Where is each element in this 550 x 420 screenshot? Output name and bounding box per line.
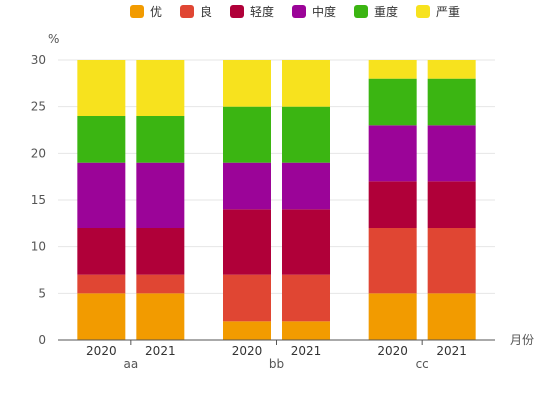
bar-segment[interactable]: [282, 162, 330, 210]
bar-segment[interactable]: [136, 274, 185, 294]
bar-segment[interactable]: [77, 116, 126, 163]
stacked-bar[interactable]: [282, 60, 330, 340]
bar-segment[interactable]: [136, 293, 185, 340]
bar-segment[interactable]: [368, 78, 417, 126]
bar-segment[interactable]: [136, 116, 185, 163]
bar-segment[interactable]: [427, 60, 476, 79]
x-tick-label: 2021: [145, 344, 176, 358]
stacked-bar[interactable]: [368, 60, 417, 340]
stacked-bar[interactable]: [77, 60, 126, 340]
bar-segment[interactable]: [136, 228, 185, 275]
bar-segment[interactable]: [427, 228, 476, 294]
bar-segment[interactable]: [136, 60, 185, 116]
y-tick-label: 20: [31, 146, 46, 160]
bar-segment[interactable]: [427, 125, 476, 182]
legend-label: 中度: [312, 4, 336, 19]
bar-segment[interactable]: [136, 162, 185, 228]
bar-segment[interactable]: [77, 162, 126, 228]
legend-swatch: [130, 5, 144, 18]
legend-item[interactable]: 重度: [354, 4, 398, 19]
x-group-label: aa: [123, 357, 138, 371]
bar-segment[interactable]: [282, 106, 330, 163]
bar-segment[interactable]: [368, 181, 417, 228]
legend-item[interactable]: 严重: [416, 5, 460, 19]
legend-label: 良: [200, 4, 212, 19]
bar-segment[interactable]: [223, 321, 271, 340]
y-axis-label: %: [48, 32, 59, 46]
bars: [77, 60, 476, 340]
y-tick-label: 15: [31, 193, 46, 207]
grid: 0 5 10 15 20 25 30: [31, 53, 495, 347]
stacked-bar[interactable]: [223, 60, 271, 340]
bar-segment[interactable]: [77, 293, 126, 340]
stacked-bar[interactable]: [136, 60, 185, 340]
bar-segment[interactable]: [77, 60, 126, 116]
legend-label: 重度: [374, 4, 398, 19]
legend-swatch: [292, 5, 306, 18]
bar-segment[interactable]: [368, 228, 417, 294]
legend: 优 良 轻度 中度 重度 严重: [130, 4, 460, 19]
bar-segment[interactable]: [223, 162, 271, 210]
legend-label: 优: [150, 5, 162, 19]
bar-segment[interactable]: [368, 125, 417, 182]
bar-segment[interactable]: [77, 228, 126, 275]
bar-segment[interactable]: [282, 60, 330, 107]
legend-swatch: [180, 5, 194, 18]
legend-swatch: [416, 5, 430, 18]
x-axis-label: 月份: [510, 333, 534, 347]
x-group-label: cc: [416, 357, 429, 371]
y-tick-label: 30: [31, 53, 46, 67]
legend-label: 严重: [436, 5, 460, 19]
legend-label: 轻度: [250, 4, 274, 19]
legend-swatch: [230, 5, 244, 18]
x-tick-label: 2020: [232, 344, 263, 358]
y-tick-label: 25: [31, 100, 46, 114]
legend-item[interactable]: 优: [130, 5, 162, 19]
x-tick-label: 2020: [86, 344, 117, 358]
bar-segment[interactable]: [282, 209, 330, 275]
legend-item[interactable]: 良: [180, 4, 212, 19]
bar-segment[interactable]: [427, 181, 476, 228]
legend-item[interactable]: 轻度: [230, 4, 274, 19]
y-tick-label: 5: [38, 286, 46, 300]
legend-item[interactable]: 中度: [292, 4, 336, 19]
legend-swatch: [354, 5, 368, 18]
bar-segment[interactable]: [282, 321, 330, 340]
bar-segment[interactable]: [282, 274, 330, 322]
stacked-bar[interactable]: [427, 60, 476, 340]
x-tick-label: 2020: [377, 344, 408, 358]
bar-segment[interactable]: [427, 78, 476, 126]
bar-segment[interactable]: [223, 209, 271, 275]
bar-segment[interactable]: [223, 60, 271, 107]
bar-segment[interactable]: [223, 274, 271, 322]
y-tick-label: 10: [31, 240, 46, 254]
bar-segment[interactable]: [368, 293, 417, 340]
x-tick-label: 2021: [291, 344, 322, 358]
x-tick-label: 2021: [436, 344, 467, 358]
bar-segment[interactable]: [77, 274, 126, 294]
bar-segment[interactable]: [427, 293, 476, 340]
y-tick-label: 0: [38, 333, 46, 347]
bar-segment[interactable]: [368, 60, 417, 79]
x-group-label: bb: [269, 357, 284, 371]
axes: % 月份 2020 2021 aa 2020 2021 bb 2020 2021 cc: [48, 32, 534, 371]
bar-segment[interactable]: [223, 106, 271, 163]
